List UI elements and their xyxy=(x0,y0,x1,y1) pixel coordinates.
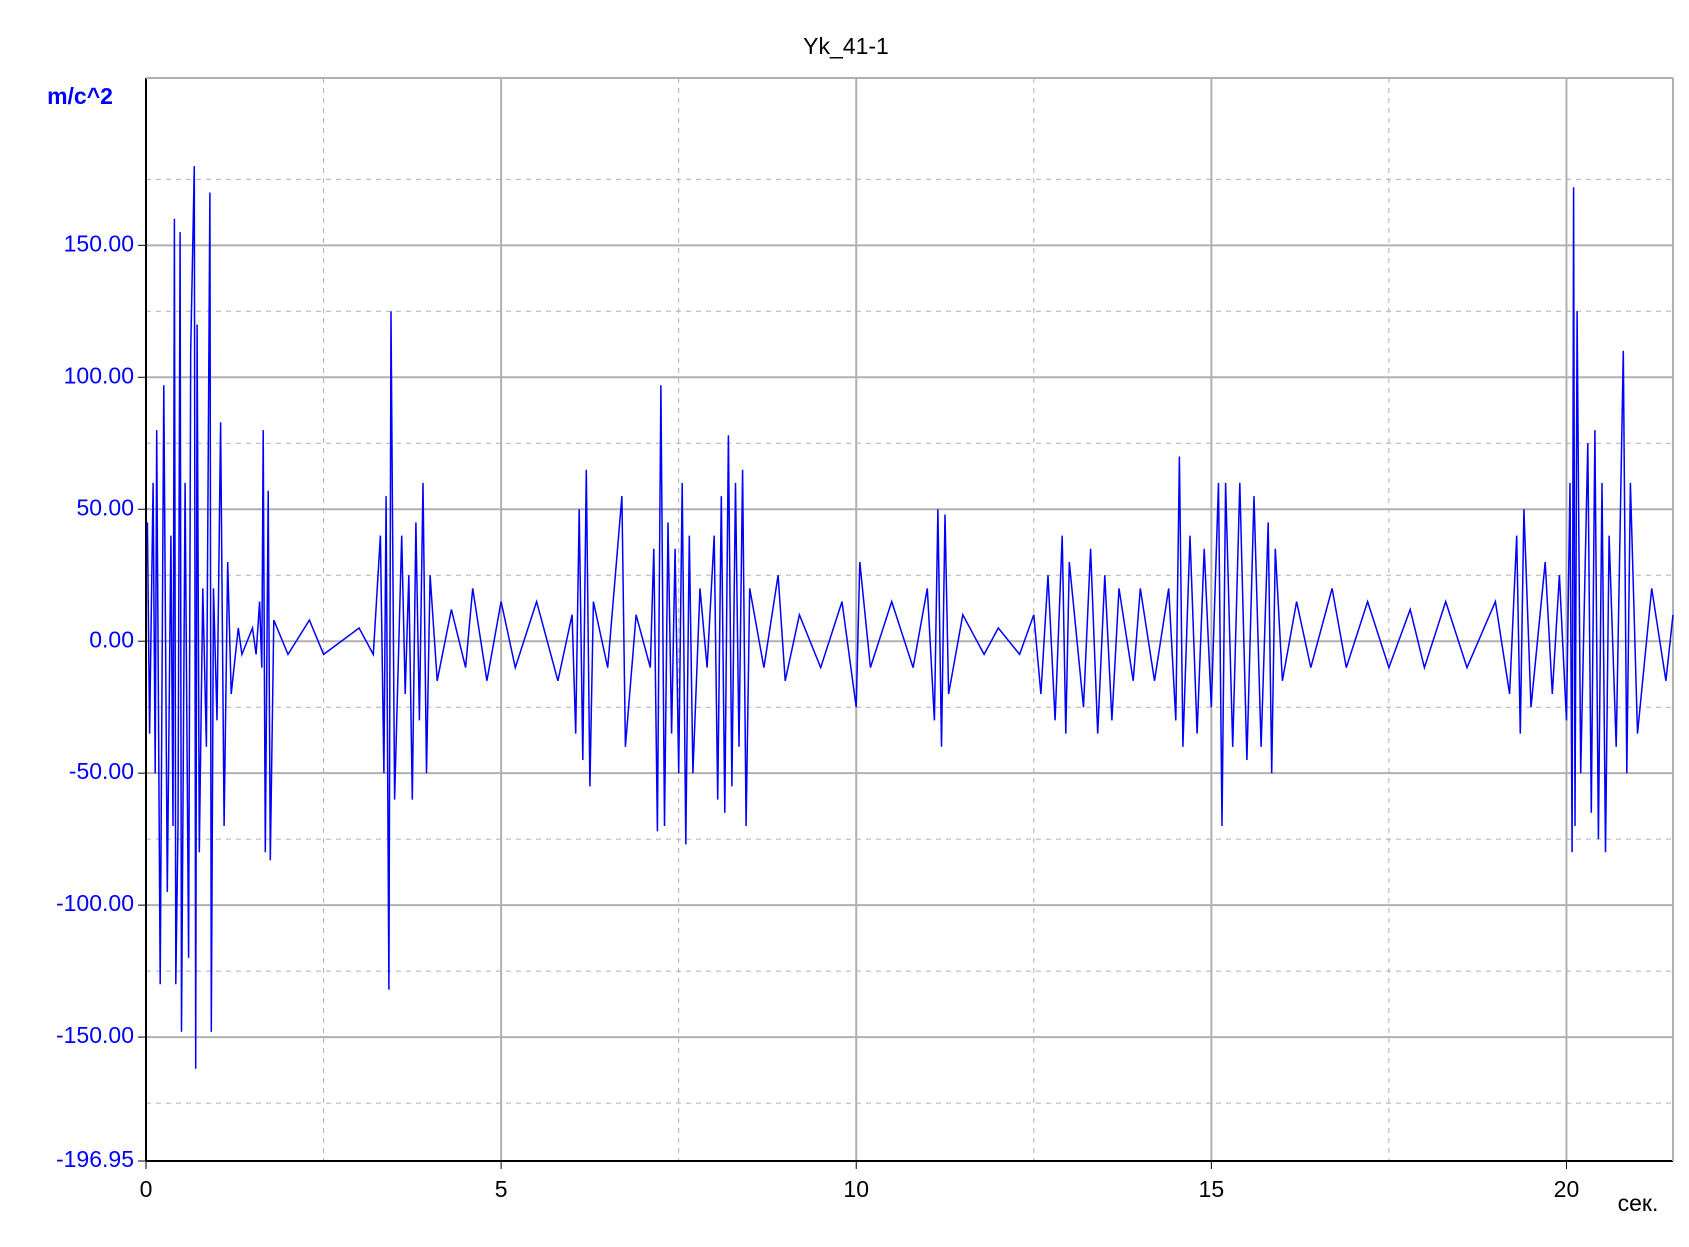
y-axis-label: m/c^2 xyxy=(47,83,113,109)
x-axis-label: сек. xyxy=(1618,1190,1659,1216)
x-tick-label: 5 xyxy=(495,1176,508,1202)
y-tick-label: -100.00 xyxy=(56,890,134,916)
y-tick-label: -50.00 xyxy=(69,758,134,784)
x-tick-label: 15 xyxy=(1199,1176,1225,1202)
y-tick-label: 50.00 xyxy=(76,494,134,520)
y-tick-label: 150.00 xyxy=(64,230,134,256)
signal-line xyxy=(146,166,1674,1069)
x-tick-label: 10 xyxy=(843,1176,869,1202)
y-tick-label: -196.95 xyxy=(56,1146,134,1172)
x-tick-label: 0 xyxy=(140,1176,153,1202)
x-tick-label: 20 xyxy=(1554,1176,1580,1202)
y-tick-label: -150.00 xyxy=(56,1022,134,1048)
y-tick-label: 100.00 xyxy=(64,362,134,388)
chart-title: Yk_41-1 xyxy=(803,33,889,59)
y-tick-label: 0.00 xyxy=(89,626,134,652)
